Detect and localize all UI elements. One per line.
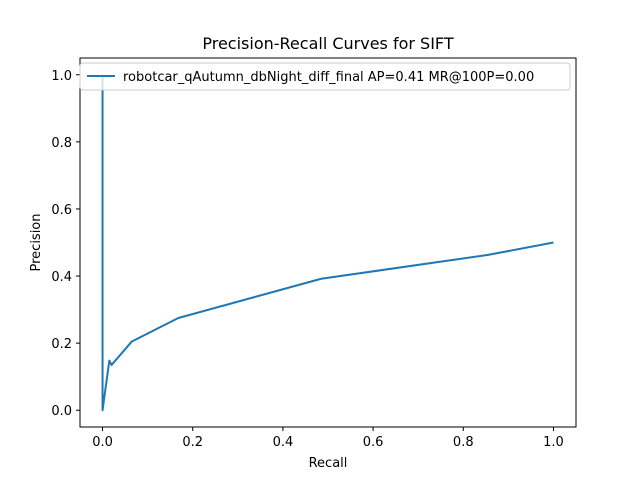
chart-title: Precision-Recall Curves for SIFT [202,34,453,53]
plot-frame [79,57,577,428]
legend: robotcar_qAutumn_dbNight_diff_final AP=0… [79,62,571,91]
y-tick-label: 1.0 [51,69,72,84]
legend-entry-label: robotcar_qAutumn_dbNight_diff_final AP=0… [123,70,534,85]
series-line [101,74,554,412]
y-tick-label: 0.8 [51,136,72,151]
series-layer [101,74,554,412]
x-tick-label: 0.0 [92,435,113,450]
y-tick-label: 0.0 [51,404,72,419]
x-tick-label: 0.6 [363,435,384,450]
x-tick-label: 0.2 [182,435,203,450]
x-tick-label: 0.4 [273,435,294,450]
y-tick-label: 0.2 [51,337,72,352]
y-tick-label: 0.6 [51,203,72,218]
y-axis-ticks: 0.0 0.2 0.4 0.6 0.8 1.0 [51,69,80,419]
x-axis-ticks: 0.0 0.2 0.4 0.6 0.8 1.0 [92,427,564,450]
legend-box [79,62,571,91]
y-axis-label: Precision [29,213,44,271]
x-tick-label: 0.8 [453,435,474,450]
x-axis-label: Recall [309,456,348,471]
y-tick-label: 0.4 [51,270,72,285]
x-tick-label: 1.0 [543,435,564,450]
